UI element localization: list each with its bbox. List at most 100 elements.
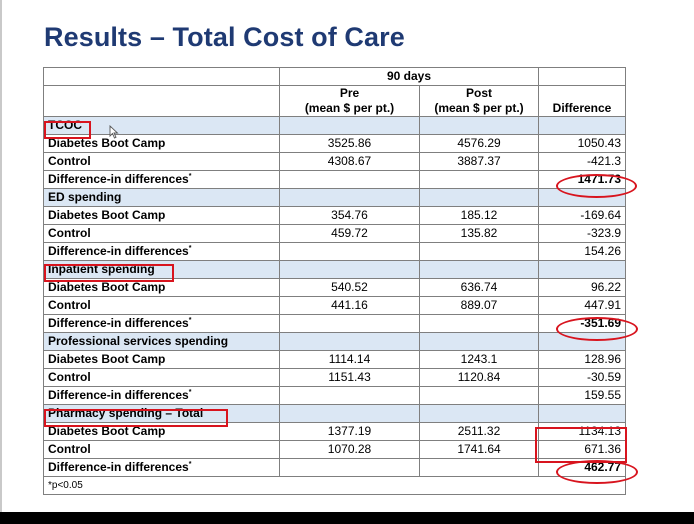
results-table: 90 days Pre (mean $ per pt.) Post (mean $ … [42,67,627,495]
row-label-text: Diabetes Boot Camp [48,208,166,222]
bottom-bar [0,512,694,524]
cell-difference: 1134.13 [538,422,627,441]
section-label: Professional services spending [43,332,280,351]
section-blank-cell [279,332,420,351]
cell-pre [279,242,420,261]
section-blank-cell [418,188,540,207]
section-blank-cell [418,260,540,279]
section-blank-cell [538,260,627,279]
row-label-text: Control [48,298,91,312]
cell-pre: 1114.14 [279,350,420,369]
cell-pre: 1070.28 [279,440,420,459]
row-label: Difference-in differences* [43,386,280,405]
cell-difference: 1471.73 [538,170,627,189]
row-label-text: Difference-in differences [48,172,189,186]
table-row: Difference-in differences* 154.26 [43,242,627,261]
significance-marker: * [188,245,192,252]
cell-difference: -421.3 [538,152,627,171]
table-body: TCOC Diabetes Boot Camp 3525.86 4576.29 1050… [43,116,627,477]
cell-pre [279,386,420,405]
row-label: Control [43,152,280,171]
section-blank-cell [279,188,420,207]
cell-post: 4576.29 [418,134,540,153]
row-label-text: Control [48,442,91,456]
cell-difference: 154.26 [538,242,627,261]
cell-pre: 354.76 [279,206,420,225]
column-header-pre-line2: (mean $ per pt.) [304,101,395,115]
row-label-text: Difference-in differences [48,388,189,402]
table-row: Difference-in differences* 462.77 [43,458,627,477]
row-label: Difference-in differences* [43,314,280,333]
section-row: Inpatient spending [43,260,627,279]
slide-edge [0,0,2,512]
significance-marker: * [188,389,192,396]
slide-title: Results – Total Cost of Care [44,22,405,52]
section-blank-cell [538,188,627,207]
cell-pre: 1151.43 [279,368,420,387]
cell-difference: 671.36 [538,440,627,459]
table-row: Difference-in differences* -351.69 [43,314,627,333]
cell-post [418,386,540,405]
cell-post: 135.82 [418,224,540,243]
cell-difference: -351.69 [538,314,627,333]
row-label: Diabetes Boot Camp [43,278,280,297]
cell-difference: -30.59 [538,368,627,387]
row-label-text: Difference-in differences [48,316,189,330]
significance-marker: * [188,461,192,468]
table-row: Diabetes Boot Camp 3525.86 4576.29 1050.43 [43,134,627,153]
footnote-row: *p<0.05 [42,476,627,495]
row-label-text: Control [48,370,91,384]
header-blank [538,67,627,86]
table-row: Difference-in differences* 1471.73 [43,170,627,189]
section-blank-cell [538,332,627,351]
column-header-post: Post (mean $ per pt.) [418,85,540,117]
significance-marker: * [188,317,192,324]
column-header-pre: Pre (mean $ per pt.) [279,85,420,117]
row-label: Diabetes Boot Camp [43,134,280,153]
cell-post: 185.12 [418,206,540,225]
cell-pre [279,314,420,333]
row-label: Control [43,440,280,459]
cell-post [418,170,540,189]
cell-post: 636.74 [418,278,540,297]
cell-difference: 96.22 [538,278,627,297]
cell-post [418,314,540,333]
row-label: Control [43,368,280,387]
row-label-text: Control [48,226,91,240]
mouse-pointer-icon [109,125,119,139]
cell-pre: 441.16 [279,296,420,315]
row-label: Control [43,224,280,243]
column-header-pre-line1: Pre [339,86,360,100]
section-blank-cell [279,404,420,423]
table-row: Control 441.16 889.07 447.91 [43,296,627,315]
section-label: TCOC [43,116,280,135]
cell-post: 1243.1 [418,350,540,369]
significance-marker: * [188,173,192,180]
section-blank-cell [279,260,420,279]
cell-pre: 459.72 [279,224,420,243]
header-row-columns: Pre (mean $ per pt.) Post (mean $ per pt.)… [43,85,627,117]
cell-pre: 1377.19 [279,422,420,441]
row-label: Diabetes Boot Camp [43,422,280,441]
table-row: Difference-in differences* 159.55 [43,386,627,405]
row-label-text: Diabetes Boot Camp [48,280,166,294]
cell-difference: 159.55 [538,386,627,405]
cell-difference: 447.91 [538,296,627,315]
table-row: Control 4308.67 3887.37 -421.3 [43,152,627,171]
table-row: Diabetes Boot Camp 1377.19 2511.32 1134.13 [43,422,627,441]
row-label: Diabetes Boot Camp [43,206,280,225]
table-row: Control 1151.43 1120.84 -30.59 [43,368,627,387]
cell-post: 1120.84 [418,368,540,387]
section-row: Pharmacy spending – Total [43,404,627,423]
row-label: Control [43,296,280,315]
column-header-post-line2: (mean $ per pt.) [434,101,524,115]
row-label-text: Diabetes Boot Camp [48,352,166,366]
column-header-post-line1: Post [466,86,493,100]
header-blank [43,67,280,86]
table-row: Diabetes Boot Camp 354.76 185.12 -169.64 [43,206,627,225]
section-blank-cell [538,404,627,423]
cell-difference: 128.96 [538,350,627,369]
column-header-difference: Difference [538,85,627,117]
row-label: Difference-in differences* [43,242,280,261]
section-row: TCOC [43,116,627,135]
